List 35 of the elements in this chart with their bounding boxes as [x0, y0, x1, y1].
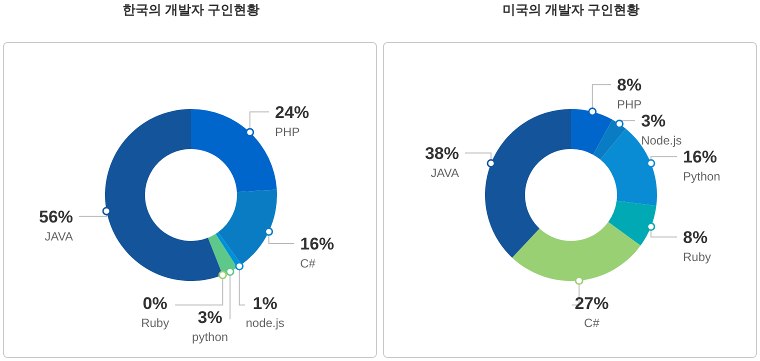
slice-label: JAVA	[430, 166, 460, 180]
category-label: Ruby	[141, 316, 170, 330]
data-label: 16%	[682, 148, 718, 167]
data-label: 3%	[198, 308, 222, 327]
donut-slice	[485, 109, 571, 258]
donut-slice	[218, 190, 277, 265]
data-label: 1%	[252, 294, 278, 313]
data-label: 56%	[38, 207, 74, 226]
slice-label: Node.js	[641, 134, 682, 148]
slice-label: Python	[682, 170, 720, 184]
text: 0%	[142, 294, 168, 313]
donut-slice	[571, 109, 612, 155]
slice-label: C#	[300, 256, 316, 271]
data-label: 3%	[641, 112, 666, 131]
chart-title: 한국의 개발자 구인현황	[122, 2, 260, 17]
data-label: 27%	[574, 294, 609, 313]
donut-slice	[608, 200, 656, 246]
slice-label: node.js	[246, 316, 284, 330]
legend-label: PHP	[275, 124, 300, 139]
slice-label: python	[192, 330, 228, 344]
data-label: 24%	[275, 102, 310, 122]
data-label: 8%	[682, 228, 708, 247]
donut-slice	[208, 234, 238, 275]
data-label: 8%	[617, 76, 642, 95]
donut-slice	[105, 109, 223, 281]
data-label: 16%	[300, 234, 334, 254]
donut-slice	[512, 222, 641, 281]
slice-label: JAVA	[44, 229, 74, 244]
donut-slice	[191, 109, 277, 192]
legend-label: PHP	[617, 98, 642, 112]
chart-title: 미국의 개발자 구인현황	[502, 2, 640, 17]
data-label: 38%	[424, 144, 460, 164]
donut-slice	[593, 120, 626, 160]
slice-label: C#	[584, 316, 600, 330]
slice-label: Ruby	[682, 250, 712, 264]
